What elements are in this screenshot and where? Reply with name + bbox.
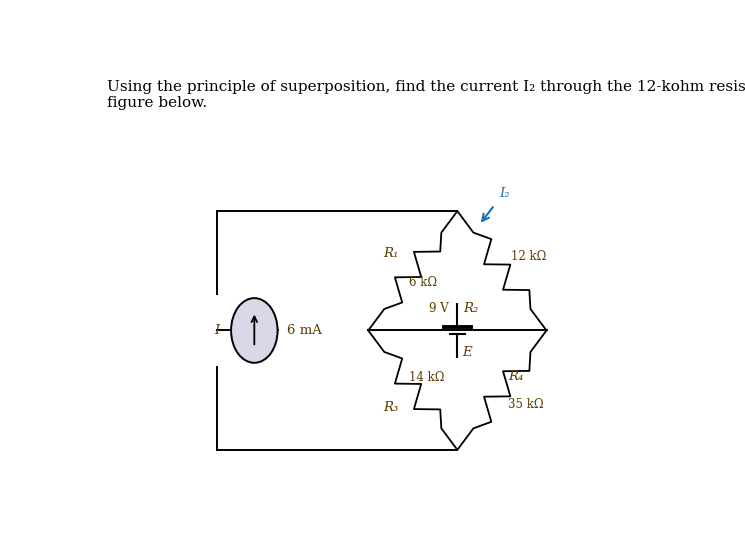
Ellipse shape: [231, 298, 278, 363]
Text: R₂: R₂: [463, 302, 479, 315]
Text: R₁: R₁: [384, 247, 399, 260]
Text: 35 kΩ: 35 kΩ: [508, 398, 544, 410]
Text: I: I: [215, 324, 220, 337]
Text: 6 mA: 6 mA: [287, 324, 322, 337]
Text: 14 kΩ: 14 kΩ: [409, 371, 445, 384]
Text: R₄: R₄: [508, 370, 524, 383]
Text: R₃: R₃: [384, 400, 399, 414]
Text: 9 V: 9 V: [429, 302, 449, 315]
Text: 6 kΩ: 6 kΩ: [409, 276, 437, 289]
Text: Using the principle of superposition, find the current I₂ through the 12-kohm re: Using the principle of superposition, fi…: [107, 80, 745, 111]
Text: 12 kΩ: 12 kΩ: [511, 251, 547, 263]
Text: I₂: I₂: [499, 187, 510, 200]
Text: E: E: [462, 346, 472, 358]
